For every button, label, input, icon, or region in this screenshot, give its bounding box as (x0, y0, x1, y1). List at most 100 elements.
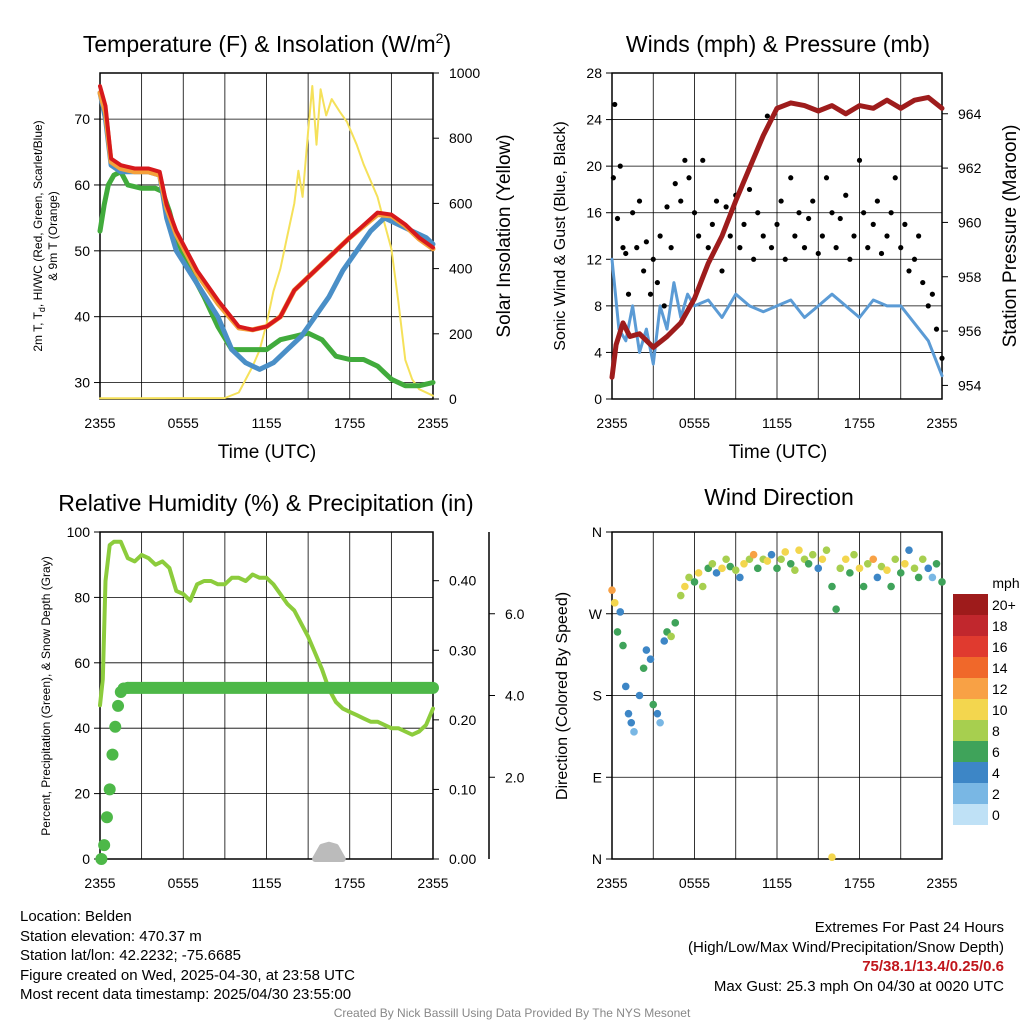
temperature-ylabel: 2m T, Td, HI/WC (Red, Green, Scarlet/Blu… (31, 120, 47, 351)
gust-point (843, 192, 849, 198)
wind-direction-title: Wind Direction (704, 484, 854, 510)
direction-point (722, 555, 730, 564)
y2-tick-label: 200 (449, 326, 473, 342)
y2-tick-label: 400 (449, 261, 473, 277)
direction-point (681, 582, 689, 591)
direction-point (660, 637, 669, 645)
y-tick-label: W (589, 606, 603, 622)
gust-point (902, 221, 908, 227)
y2-tick-label: 0.20 (449, 712, 476, 728)
gust-point (801, 245, 808, 251)
direction-point (777, 555, 785, 564)
gust-point (625, 291, 632, 297)
direction-point (804, 559, 813, 568)
gust-point (672, 181, 678, 187)
x-tick-label: 1755 (844, 875, 875, 891)
temperature-2m-line (98, 84, 435, 332)
y-tick-label: 100 (67, 524, 91, 540)
direction-point (749, 550, 758, 559)
x-tick-label: 2355 (596, 875, 627, 891)
gust-point (861, 210, 867, 216)
y-tick-label: N (592, 851, 602, 867)
y2-tick-label: 956 (958, 323, 982, 339)
precip-point (109, 720, 122, 733)
y-tick-label: 12 (586, 251, 602, 267)
y2-tick-label: 0.30 (449, 642, 476, 658)
gust-point (614, 215, 621, 222)
x-tick-label: 2355 (926, 415, 957, 431)
y2-tick-label: 1000 (449, 65, 480, 81)
y-tick-label: 0 (82, 851, 90, 867)
gust-point (654, 279, 660, 286)
gust-point (837, 215, 843, 222)
direction-point (873, 573, 882, 582)
direction-point (791, 566, 799, 574)
y-tick-label: 20 (74, 786, 90, 802)
direction-point (676, 591, 685, 600)
direction-point (763, 557, 772, 565)
gust-point (636, 198, 643, 204)
x-tick-label: 1155 (251, 415, 281, 431)
grid-lines (606, 531, 943, 860)
gust-point (678, 198, 684, 204)
y2-tick-label: 962 (958, 160, 982, 176)
direction-point (621, 682, 630, 691)
gust-point (661, 303, 667, 309)
gust-point (865, 245, 871, 251)
y-tick-label: 60 (74, 655, 90, 671)
gust-point (870, 221, 876, 227)
direction-point (753, 564, 762, 573)
legend-label: 4 (992, 765, 1000, 781)
legend-label: 12 (992, 681, 1008, 697)
direction-point (836, 564, 845, 573)
credit-line: Created By Nick Bassill Using Data Provi… (333, 1006, 691, 1020)
direction-point (667, 632, 675, 641)
y-tick-label: 80 (74, 589, 90, 605)
legend-swatch (953, 699, 988, 720)
gust-point (782, 256, 788, 262)
gust-point (810, 198, 816, 204)
winds-ylabel: Sonic Wind & Gust (Blue, Black) (552, 121, 569, 350)
gust-point (851, 233, 857, 239)
x-tick-label: 2355 (926, 875, 957, 891)
gust-point (719, 268, 725, 274)
gust-point (833, 245, 839, 251)
direction-point (918, 555, 927, 564)
wind-direction-ylabel: Direction (Colored By Speed) (554, 592, 571, 800)
direction-point (863, 559, 872, 568)
precip-point (98, 839, 111, 852)
direction-point (883, 566, 891, 574)
gust-point (691, 210, 698, 216)
direction-point (608, 586, 616, 594)
direction-point (718, 564, 726, 573)
legend-swatch (953, 657, 988, 678)
direction-point (938, 578, 946, 586)
gust-point (888, 210, 894, 216)
y2-tick-label: 0.40 (449, 573, 476, 589)
direction-point (928, 573, 937, 582)
direction-point (932, 559, 941, 568)
direction-point (671, 619, 680, 627)
legend-label: 6 (992, 744, 1000, 760)
y-tick-label: 60 (74, 177, 90, 193)
gust-point (737, 245, 743, 251)
direction-point (646, 655, 655, 663)
direction-point (630, 728, 638, 736)
y-tick-label: 70 (74, 111, 90, 127)
humidity-title: Relative Humidity (%) & Precipitation (i… (58, 490, 473, 516)
gust-point (682, 157, 688, 163)
legend-swatch (953, 594, 988, 615)
gust-point (929, 291, 935, 297)
direction-point (731, 566, 740, 574)
gust-point (664, 204, 670, 210)
precip-point (100, 811, 113, 824)
x-tick-label: 1155 (762, 875, 792, 891)
direction-point (859, 582, 868, 591)
y-tick-label: 40 (74, 720, 90, 736)
x-tick-label: 0555 (679, 875, 710, 891)
x-tick-label: 1755 (334, 875, 365, 891)
sonic-wind-line (610, 257, 944, 378)
gust-point (847, 256, 853, 262)
gust-point (668, 245, 674, 251)
gust-point (764, 113, 770, 119)
